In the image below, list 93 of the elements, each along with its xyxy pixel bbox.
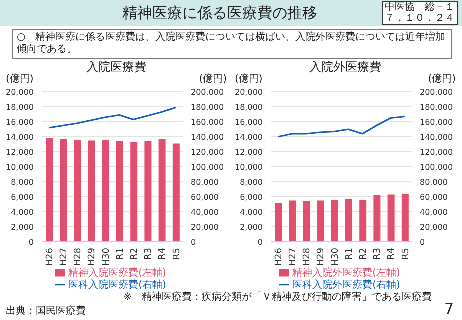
x-tick-label: H29 bbox=[88, 248, 98, 266]
y2-tick-label: 100,000 bbox=[420, 162, 454, 172]
y-tick-label: 16,000 bbox=[6, 118, 34, 127]
y2-tick-label: 180,000 bbox=[420, 102, 454, 112]
y-tick-label: 6,000 bbox=[240, 192, 263, 202]
y2-axis-title: (億円) bbox=[428, 74, 456, 86]
y-tick-label: 12,000 bbox=[235, 148, 263, 157]
text: 中医協 総－１ bbox=[385, 2, 455, 13]
y-tick-label: 8,000 bbox=[240, 178, 263, 187]
bar bbox=[317, 200, 324, 242]
y-tick-label: 10,000 bbox=[6, 162, 34, 172]
x-tick-label: R2 bbox=[359, 248, 370, 260]
y2-tick-label: 200,000 bbox=[420, 88, 454, 97]
legend-label: 精神入院医療費(左軸) bbox=[68, 268, 166, 279]
y-tick-label: 20,000 bbox=[6, 88, 34, 97]
x-tick-label: R1 bbox=[344, 248, 355, 260]
bar bbox=[331, 200, 338, 242]
y2-tick-label: 100,000 bbox=[191, 162, 224, 172]
y2-tick-label: 60,000 bbox=[420, 192, 448, 202]
y2-tick-label: 20,000 bbox=[420, 222, 448, 232]
y-tick-label: 6,000 bbox=[11, 192, 34, 202]
text: ※ 精神医療費：疾病分類が「Ｖ精神及び行動の障害」である医療費 bbox=[124, 292, 432, 304]
y-tick-label: 16,000 bbox=[235, 118, 263, 127]
chart-title: 入院外医療費 bbox=[308, 60, 382, 74]
legend-label: 医科入院医療費(右軸) bbox=[68, 280, 166, 291]
bar bbox=[346, 199, 352, 242]
y-axis-title: (億円) bbox=[6, 74, 34, 86]
y-tick-label: 0 bbox=[258, 238, 263, 247]
y2-tick-label: 0 bbox=[420, 238, 426, 247]
y2-tick-label: 200,000 bbox=[191, 88, 224, 97]
y-tick-label: 10,000 bbox=[235, 162, 263, 172]
text: ○ 精神医療に係る医療費は、入院医療費については横ばい、入院外医療費については近年増加傾向である。 bbox=[12, 29, 452, 59]
y2-tick-label: 120,000 bbox=[420, 148, 454, 157]
y2-tick-label: 40,000 bbox=[420, 208, 448, 217]
legend-label: 医科入院外医療費(右軸) bbox=[292, 280, 400, 291]
y-tick-label: 14,000 bbox=[235, 132, 263, 142]
x-tick-label: H26 bbox=[274, 248, 284, 266]
x-tick-label: H27 bbox=[288, 248, 299, 266]
bar bbox=[360, 200, 367, 242]
y2-tick-label: 140,000 bbox=[191, 132, 224, 142]
bar bbox=[388, 194, 395, 242]
legend-label: 精神入院外医療費(左軸) bbox=[292, 268, 400, 279]
x-tick-label: H26 bbox=[45, 248, 56, 266]
y2-tick-label: 40,000 bbox=[191, 208, 219, 217]
bar bbox=[275, 203, 282, 242]
y2-axis-title: (億円) bbox=[199, 74, 227, 86]
chart-title: 入院医療費 bbox=[86, 60, 148, 74]
y-tick-label: 4,000 bbox=[240, 208, 263, 217]
y-tick-label: 18,000 bbox=[6, 102, 34, 112]
x-tick-label: H30 bbox=[102, 248, 112, 266]
y-tick-label: 20,000 bbox=[235, 88, 263, 97]
x-tick-label: H29 bbox=[316, 248, 327, 266]
text: 精神医療に係る医療費の推移 bbox=[122, 4, 318, 22]
x-tick-label: R4 bbox=[158, 248, 168, 260]
text: 7 bbox=[444, 300, 454, 318]
bar bbox=[303, 202, 310, 242]
y-tick-label: 2,000 bbox=[11, 222, 34, 232]
y-tick-label: 4,000 bbox=[11, 208, 34, 217]
source-note: 出典：国民医療費 bbox=[6, 306, 86, 318]
text: ７．１０．２４ bbox=[385, 13, 455, 24]
bar bbox=[402, 194, 409, 242]
x-tick-label: H30 bbox=[330, 248, 341, 266]
y2-tick-label: 160,000 bbox=[191, 118, 224, 127]
bar bbox=[289, 200, 296, 242]
y2-tick-label: 180,000 bbox=[191, 102, 224, 112]
y2-tick-label: 160,000 bbox=[420, 118, 454, 127]
y2-tick-label: 80,000 bbox=[420, 178, 448, 187]
y2-tick-label: 0 bbox=[191, 238, 196, 247]
y-tick-label: 0 bbox=[28, 238, 34, 247]
x-tick-label: H28 bbox=[74, 248, 84, 266]
y2-tick-label: 20,000 bbox=[191, 222, 219, 232]
line-series bbox=[277, 116, 406, 138]
y-tick-label: 18,000 bbox=[235, 102, 263, 112]
x-tick-label: R2 bbox=[130, 248, 140, 260]
bar bbox=[374, 196, 381, 242]
x-tick-label: R3 bbox=[144, 248, 154, 260]
x-tick-label: H28 bbox=[302, 248, 313, 266]
y2-tick-label: 80,000 bbox=[191, 178, 219, 187]
line-series bbox=[48, 106, 177, 129]
y-tick-label: 2,000 bbox=[240, 222, 263, 232]
x-tick-label: R5 bbox=[401, 248, 412, 260]
x-tick-label: R4 bbox=[387, 248, 398, 260]
x-tick-label: R1 bbox=[116, 248, 126, 260]
x-tick-label: R3 bbox=[373, 248, 384, 260]
y-tick-label: 14,000 bbox=[6, 132, 34, 142]
y2-tick-label: 120,000 bbox=[191, 148, 224, 157]
y-tick-label: 12,000 bbox=[6, 148, 34, 157]
y2-tick-label: 60,000 bbox=[191, 192, 219, 202]
x-tick-label: H27 bbox=[60, 248, 70, 266]
x-tick-label: R5 bbox=[172, 248, 182, 260]
y-axis-title: (億円) bbox=[235, 74, 263, 86]
y-tick-label: 8,000 bbox=[11, 178, 34, 187]
y2-tick-label: 140,000 bbox=[420, 132, 454, 142]
